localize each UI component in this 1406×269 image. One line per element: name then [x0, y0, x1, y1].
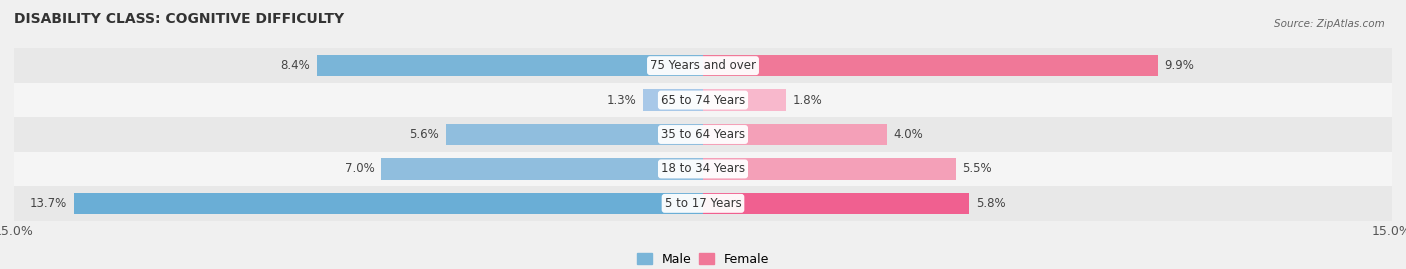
Text: 1.8%: 1.8% — [793, 94, 823, 107]
Bar — [703, 89, 786, 111]
Text: 35 to 64 Years: 35 to 64 Years — [661, 128, 745, 141]
Bar — [703, 55, 1157, 76]
Text: 5 to 17 Years: 5 to 17 Years — [665, 197, 741, 210]
Text: 1.3%: 1.3% — [606, 94, 637, 107]
Text: 75 Years and over: 75 Years and over — [650, 59, 756, 72]
Bar — [14, 117, 1392, 152]
Text: 4.0%: 4.0% — [894, 128, 924, 141]
Text: 13.7%: 13.7% — [30, 197, 67, 210]
Legend: Male, Female: Male, Female — [633, 249, 773, 269]
Bar — [14, 48, 1392, 83]
Text: 5.6%: 5.6% — [409, 128, 439, 141]
Bar — [703, 124, 887, 145]
Text: Source: ZipAtlas.com: Source: ZipAtlas.com — [1274, 19, 1385, 29]
Text: 18 to 34 Years: 18 to 34 Years — [661, 162, 745, 175]
Text: 5.5%: 5.5% — [963, 162, 993, 175]
Text: 65 to 74 Years: 65 to 74 Years — [661, 94, 745, 107]
Text: 7.0%: 7.0% — [344, 162, 374, 175]
Bar — [703, 193, 969, 214]
Bar — [318, 55, 703, 76]
Text: 8.4%: 8.4% — [281, 59, 311, 72]
Bar — [73, 193, 703, 214]
Bar — [14, 152, 1392, 186]
Bar — [14, 83, 1392, 117]
Text: DISABILITY CLASS: COGNITIVE DIFFICULTY: DISABILITY CLASS: COGNITIVE DIFFICULTY — [14, 12, 344, 26]
Text: 9.9%: 9.9% — [1164, 59, 1195, 72]
Bar — [703, 158, 956, 180]
Bar — [446, 124, 703, 145]
Bar — [14, 186, 1392, 221]
Bar — [381, 158, 703, 180]
Text: 5.8%: 5.8% — [976, 197, 1005, 210]
Bar — [644, 89, 703, 111]
